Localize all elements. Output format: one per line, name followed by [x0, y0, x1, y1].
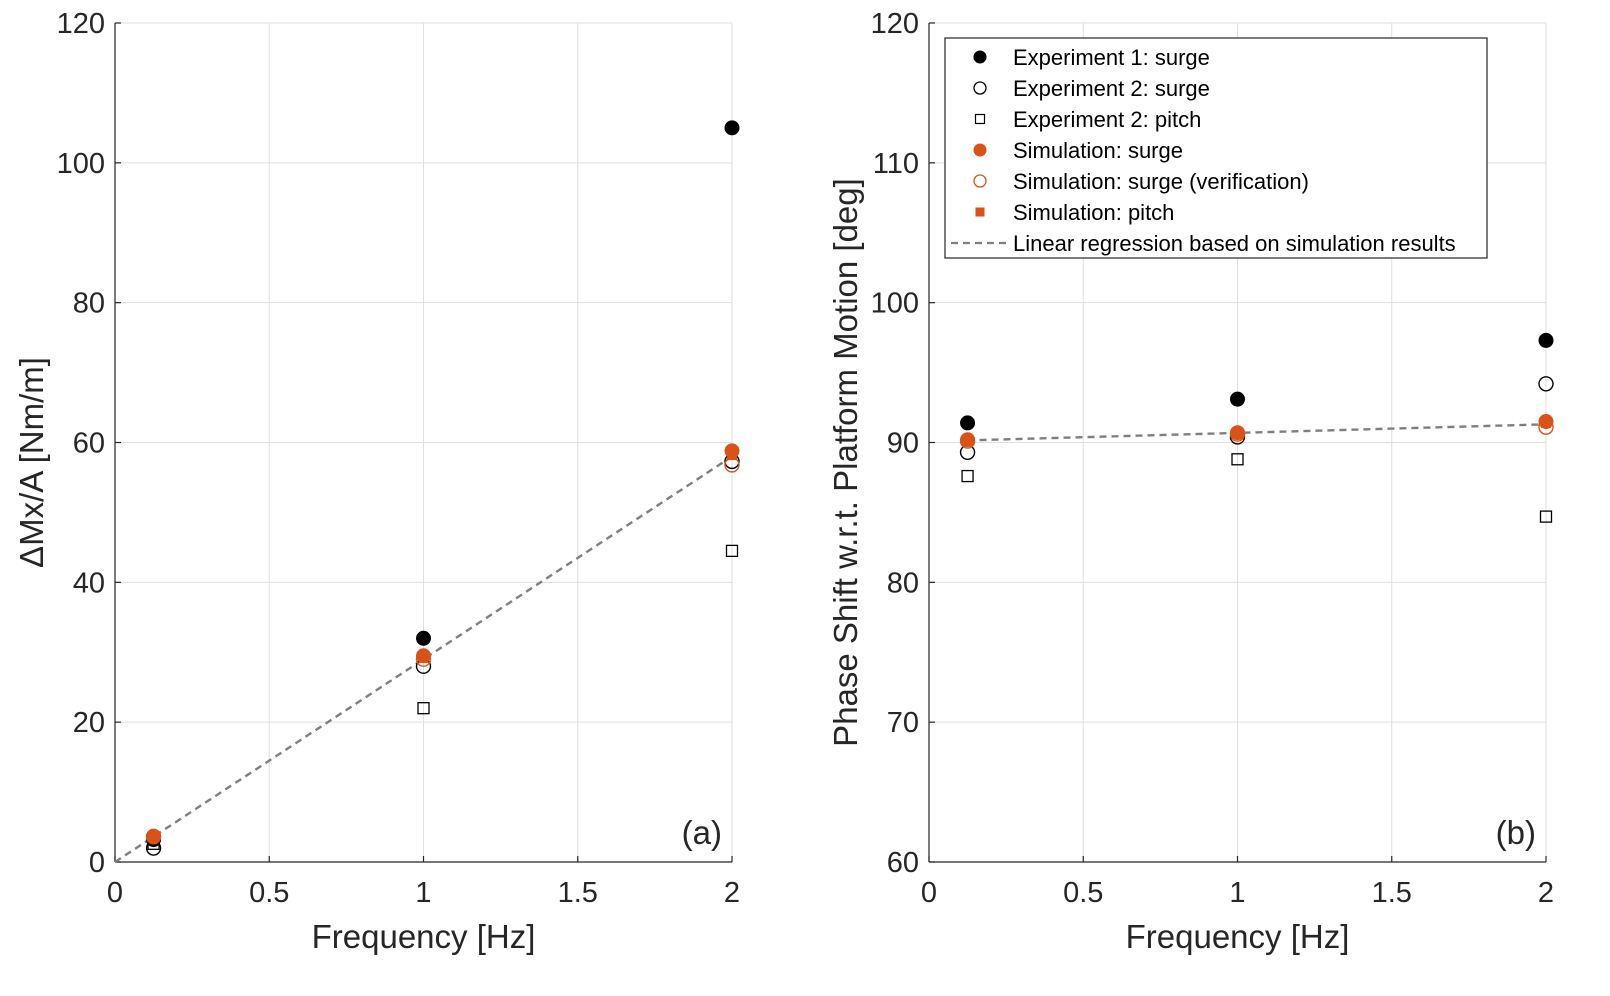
- chart-b-x-tick-label: 0.5: [1063, 877, 1103, 909]
- chart-b-point-experiment-2-surge: [1538, 376, 1554, 392]
- chart-b-y-tick-label: 100: [871, 288, 919, 320]
- chart-b-point-simulation-pitch: [962, 434, 973, 445]
- chart-b-y-tick-label: 90: [887, 428, 919, 460]
- chart-a-point-experiment-2-pitch: [417, 702, 430, 715]
- chart-a-y-axis-label: ΔMx/A [Nm/m]: [13, 357, 50, 568]
- chart-b-y-tick-label: 80: [887, 567, 919, 599]
- chart-a-x-tick-label: 0: [107, 877, 123, 909]
- chart-b-y-axis-label: Phase Shift w.r.t. Platform Motion [deg]: [827, 178, 864, 747]
- chart-b-y-tick-label: 120: [871, 8, 919, 40]
- chart-a-point-simulation-pitch: [727, 450, 737, 461]
- chart-a-y-tick-label: 120: [57, 8, 105, 40]
- legend: Experiment 1: surge Experiment 2: surge Ex…: [944, 37, 1488, 259]
- legend-box: [944, 37, 1488, 259]
- chart-b-x-tick-label: 1: [1229, 877, 1245, 909]
- chart-a-point-experiment-1-surge: [724, 120, 740, 136]
- chart-b-point-experiment-2-pitch: [1231, 453, 1244, 466]
- chart-b-point-simulation-surge-verification: [959, 433, 976, 449]
- chart-b-y-tick-label: 70: [887, 707, 919, 739]
- chart-b-y-tick-label: 110: [873, 148, 919, 180]
- legend-label-experiment-1-surge: Experiment 1: surge: [1013, 45, 1210, 70]
- chart-b-regression-line: [967, 423, 1547, 442]
- chart-b-x-tick-label: 0: [921, 877, 937, 909]
- chart-a-x-tick-label: 1: [415, 877, 431, 909]
- chart-b-point-experiment-1-surge: [960, 415, 976, 431]
- legend-label-simulation-surge: Simulation: surge: [1013, 138, 1183, 163]
- chart-a-point-simulation-pitch: [418, 652, 429, 663]
- chart-a-y-tick-label: 80: [73, 288, 105, 320]
- legend-label-experiment-2-pitch: Experiment 2: pitch: [1013, 107, 1201, 132]
- chart-b-point-experiment-2-pitch: [1539, 510, 1553, 523]
- chart-a-y-tick-label: 40: [73, 567, 105, 599]
- chart-b-point-simulation-surge-verification: [1229, 426, 1246, 442]
- legend-marker-experiment-2-surge: [973, 81, 987, 95]
- legend-marker-experiment-2-pitch: [974, 113, 986, 125]
- legend-label-simulation-surge-verification: Simulation: surge (verification): [1013, 169, 1309, 194]
- chart-b-x-axis-label: Frequency [Hz]: [1126, 918, 1350, 955]
- chart-b-x-tick-label: 1.5: [1372, 877, 1412, 909]
- chart-a-x-tick-label: 2: [724, 877, 740, 909]
- legend-label-simulation-pitch: Simulation: pitch: [1013, 200, 1174, 225]
- chart-a-x-tick-label: 0.5: [249, 877, 289, 909]
- legend-marker-simulation-pitch: [975, 207, 985, 217]
- legend-label-linear-regression-based-on-simulation-results: Linear regression based on simulation re…: [1013, 231, 1456, 256]
- chart-b-point-experiment-1-surge: [1230, 391, 1245, 407]
- chart-b-point-experiment-2-pitch: [961, 469, 974, 483]
- chart-a-regression-line: [114, 455, 733, 864]
- chart-a-point-simulation-surge-verification: [415, 651, 432, 667]
- chart-a-point-simulation-surge-verification: [145, 829, 162, 845]
- chart-a-series-simulation-pitch: [148, 450, 737, 843]
- chart-b-point-simulation-pitch: [1232, 427, 1243, 438]
- chart-a-y-tick-label: 0: [89, 847, 105, 879]
- chart-b-x-tick-label: 2: [1538, 877, 1554, 909]
- legend-marker-simulation-surge-verification: [973, 174, 987, 188]
- chart-a-point-simulation-pitch: [148, 832, 159, 843]
- chart-b-point-simulation-pitch: [1541, 417, 1551, 428]
- chart-a-y-tick-label: 20: [73, 707, 105, 739]
- chart-a-x-axis-label: Frequency [Hz]: [312, 918, 536, 955]
- chart-a-y-tick-label: 60: [73, 428, 105, 460]
- chart-a-panel-label: (a): [682, 814, 722, 851]
- legend-marker-experiment-1-surge: [973, 50, 987, 64]
- chart-b-series-simulation-pitch: [962, 417, 1551, 445]
- legend-marker-simulation-surge: [973, 143, 987, 157]
- legend-label-experiment-2-surge: Experiment 2: surge: [1013, 76, 1210, 101]
- chart-b-y-tick-label: 60: [887, 847, 919, 879]
- chart-a-point-experiment-2-pitch: [725, 544, 739, 558]
- chart-a-x-tick-label: 1.5: [558, 877, 598, 909]
- chart-b-series-experiment-2-pitch: [961, 453, 1553, 523]
- chart-b-series-experiment-1-surge: [960, 332, 1554, 431]
- chart-b-point-experiment-1-surge: [1538, 332, 1554, 348]
- chart-b-panel-label: (b): [1496, 814, 1536, 851]
- chart-a-y-tick-label: 100: [57, 148, 105, 180]
- chart-a-point-experiment-1-surge: [416, 630, 431, 646]
